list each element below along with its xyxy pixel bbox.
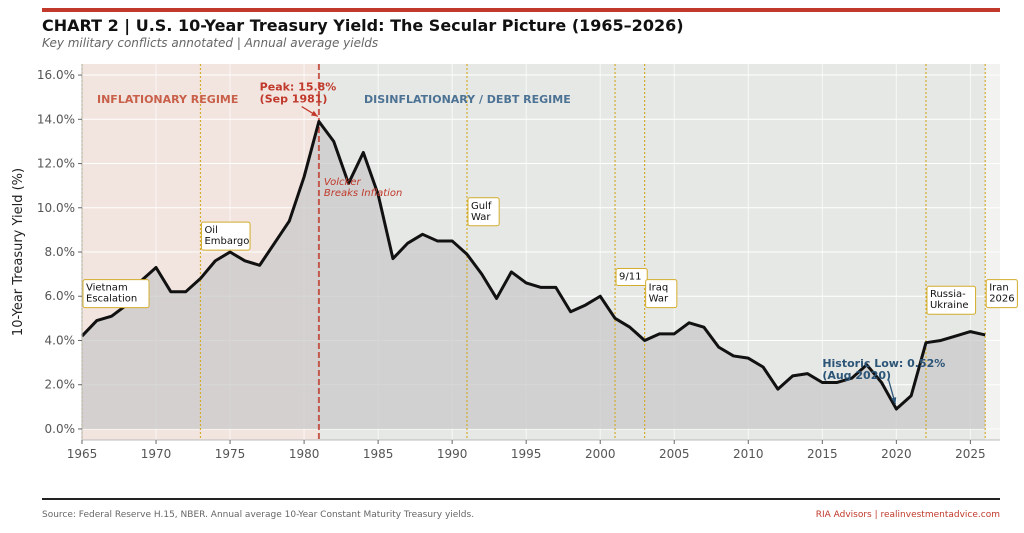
chart-subtitle: Key military conflicts annotated | Annua… — [42, 36, 379, 50]
x-tick-label: 1965 — [67, 447, 98, 461]
event-label-box — [645, 279, 678, 309]
x-tick-label: 1980 — [289, 447, 320, 461]
event-label: Iraq War — [649, 283, 669, 305]
event-label-box — [926, 285, 977, 315]
event-label: 9/11 — [619, 272, 641, 283]
y-tick-label: 4.0% — [45, 333, 76, 347]
x-tick-label: 2010 — [733, 447, 764, 461]
source-note: Source: Federal Reserve H.15, NBER. Annu… — [42, 510, 475, 520]
peak-annotation: Peak: 15.8% (Sep 1981) — [260, 81, 337, 106]
disinflationary-regime-label: DISINFLATIONARY / DEBT REGIME — [364, 93, 571, 106]
volcker-label: Volcker Breaks Inflation — [324, 177, 402, 199]
x-tick-label: 2015 — [807, 447, 838, 461]
y-axis-label: 10-Year Treasury Yield (%) — [11, 168, 26, 336]
inflationary-regime-label: INFLATIONARY REGIME — [97, 93, 238, 106]
yield-area — [82, 121, 986, 429]
event-label-box — [985, 279, 1018, 309]
event-label-box — [615, 268, 648, 287]
x-tick-label: 1970 — [141, 447, 172, 461]
event-label-box — [200, 221, 251, 251]
peak-arrowhead — [310, 110, 318, 117]
low-annotation: Historic Low: 0.52% (Aug 2020) — [822, 357, 945, 382]
event-label-box — [82, 279, 150, 309]
x-tick-label: 2025 — [955, 447, 986, 461]
event-label: Oil Embargo — [204, 225, 249, 247]
y-tick-label: 8.0% — [45, 245, 76, 259]
chart-title: CHART 2 | U.S. 10-Year Treasury Yield: T… — [42, 16, 684, 35]
event-label: Gulf War — [471, 201, 492, 223]
brand-credit: RIA Advisors | realinvestmentadvice.com — [815, 510, 1000, 520]
x-tick-label: 1975 — [215, 447, 246, 461]
event-label: Iran 2026 — [989, 283, 1014, 305]
y-tick-label: 6.0% — [45, 289, 76, 303]
y-tick-label: 12.0% — [37, 157, 75, 171]
low-arrowhead — [890, 397, 897, 405]
y-tick-label: 2.0% — [45, 378, 76, 392]
x-tick-label: 2000 — [585, 447, 616, 461]
y-tick-label: 10.0% — [37, 201, 75, 215]
x-tick-label: 2005 — [659, 447, 690, 461]
event-label-box — [467, 197, 500, 227]
bottom-rule — [42, 498, 1000, 500]
yield-line — [80, 120, 986, 411]
x-tick-label: 1985 — [363, 447, 394, 461]
y-tick-label: 14.0% — [37, 112, 75, 126]
event-label: Vietnam Escalation — [86, 283, 137, 305]
top-accent-bar — [42, 8, 1000, 12]
event-label: Russia-Ukraine — [930, 289, 969, 311]
x-tick-label: 1995 — [511, 447, 542, 461]
x-tick-label: 2020 — [881, 447, 912, 461]
y-tick-label: 0.0% — [45, 422, 76, 436]
y-tick-label: 16.0% — [37, 68, 75, 82]
x-tick-label: 1990 — [437, 447, 468, 461]
